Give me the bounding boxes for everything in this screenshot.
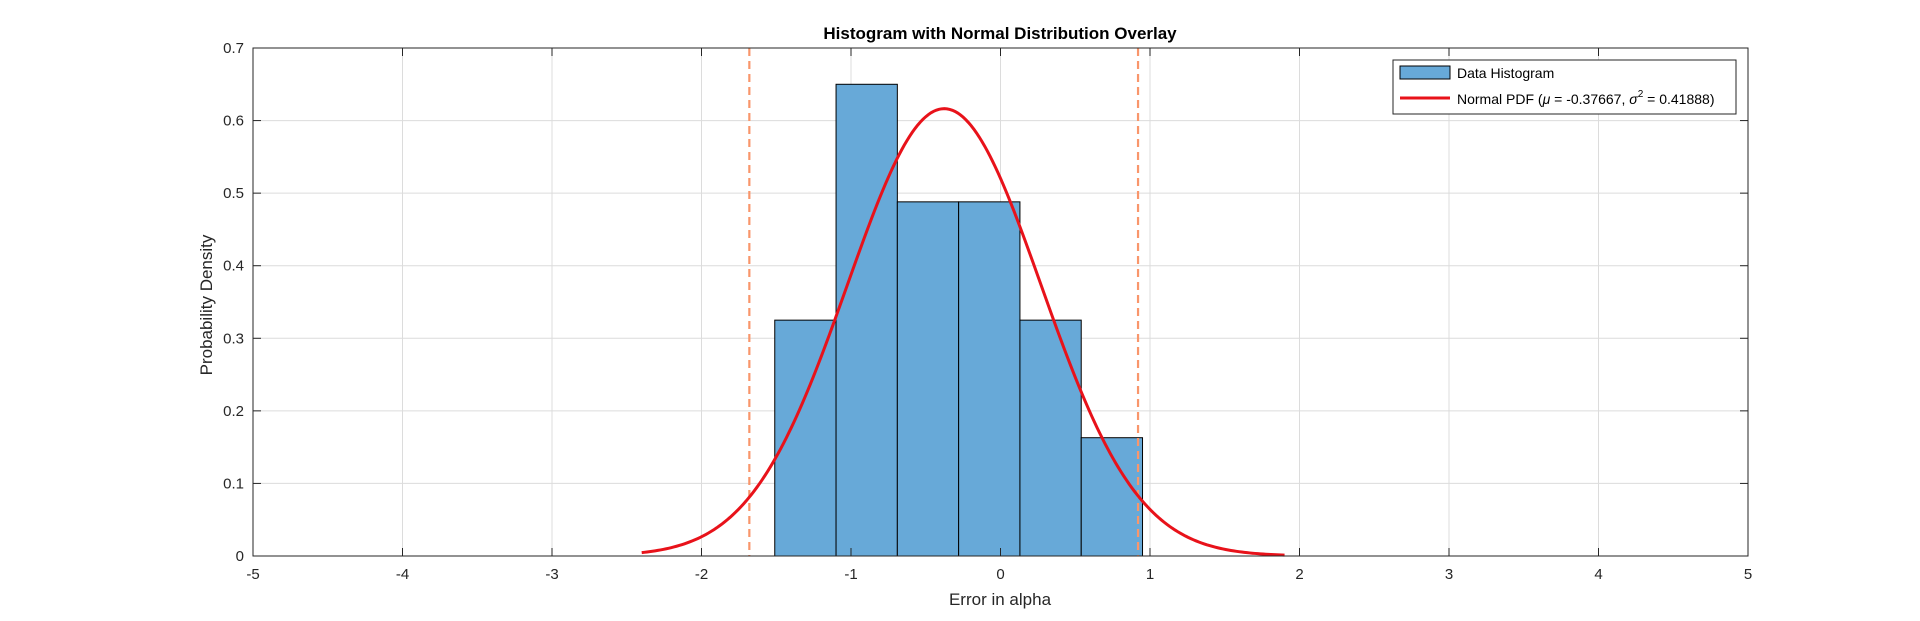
x-tick-label: 4: [1594, 566, 1602, 583]
histogram-bars: [774, 83, 1144, 557]
x-tick-label: 0: [996, 566, 1004, 583]
x-tick-labels: -5 -4 -3 -2 -1 0 1 2 3 4 5: [246, 566, 1752, 583]
y-tick-label: 0.4: [223, 258, 244, 275]
histogram-bar: [896, 201, 960, 557]
x-tick-label: -1: [844, 566, 857, 583]
axis-ticks: [252, 47, 1749, 557]
chart-title: Histogram with Normal Distribution Overl…: [823, 24, 1177, 43]
legend-sigma-symbol: σ: [1629, 91, 1638, 107]
histogram-bar: [774, 319, 837, 557]
legend: Data Histogram Normal PDF (μ = -0.37667,…: [1392, 59, 1737, 115]
legend-sigma-value: = 0.41888): [1643, 91, 1714, 107]
legend-pdf-prefix: Normal PDF (: [1457, 91, 1543, 107]
x-axis-label: Error in alpha: [949, 590, 1052, 609]
y-tick-labels: 0 0.1 0.2 0.3 0.4 0.5 0.6 0.7: [223, 40, 244, 565]
x-tick-label: 1: [1146, 566, 1154, 583]
histogram-bar: [1019, 319, 1082, 557]
legend-sigma-exponent: 2: [1638, 89, 1644, 100]
legend-histogram-label: Data Histogram: [1457, 65, 1554, 81]
y-tick-label: 0.6: [223, 113, 244, 130]
reference-lines: [748, 48, 1140, 556]
x-tick-label: 3: [1445, 566, 1453, 583]
x-tick-label: -2: [695, 566, 708, 583]
y-tick-label: 0.2: [223, 403, 244, 420]
x-tick-label: 5: [1744, 566, 1752, 583]
x-tick-label: -3: [545, 566, 558, 583]
histogram-bar: [835, 83, 898, 557]
x-tick-label: 2: [1295, 566, 1303, 583]
x-tick-label: -4: [396, 566, 409, 583]
legend-histogram-swatch: [1399, 65, 1451, 80]
legend-mu-symbol: μ: [1542, 91, 1551, 107]
y-tick-label: 0: [236, 548, 244, 565]
legend-mu-value: = -0.37667,: [1550, 91, 1629, 107]
y-tick-label: 0.5: [223, 185, 244, 202]
legend-pdf-label: Normal PDF (μ = -0.37667, σ2 = 0.41888): [1457, 89, 1715, 107]
normal-pdf-curve: [641, 107, 1285, 557]
y-tick-label: 0.1: [223, 475, 244, 492]
histogram-bar: [958, 201, 1021, 557]
y-tick-label: 0.3: [223, 330, 244, 347]
x-tick-label: -5: [246, 566, 259, 583]
y-tick-label: 0.7: [223, 40, 244, 57]
y-axis-label: Probability Density: [197, 234, 216, 375]
